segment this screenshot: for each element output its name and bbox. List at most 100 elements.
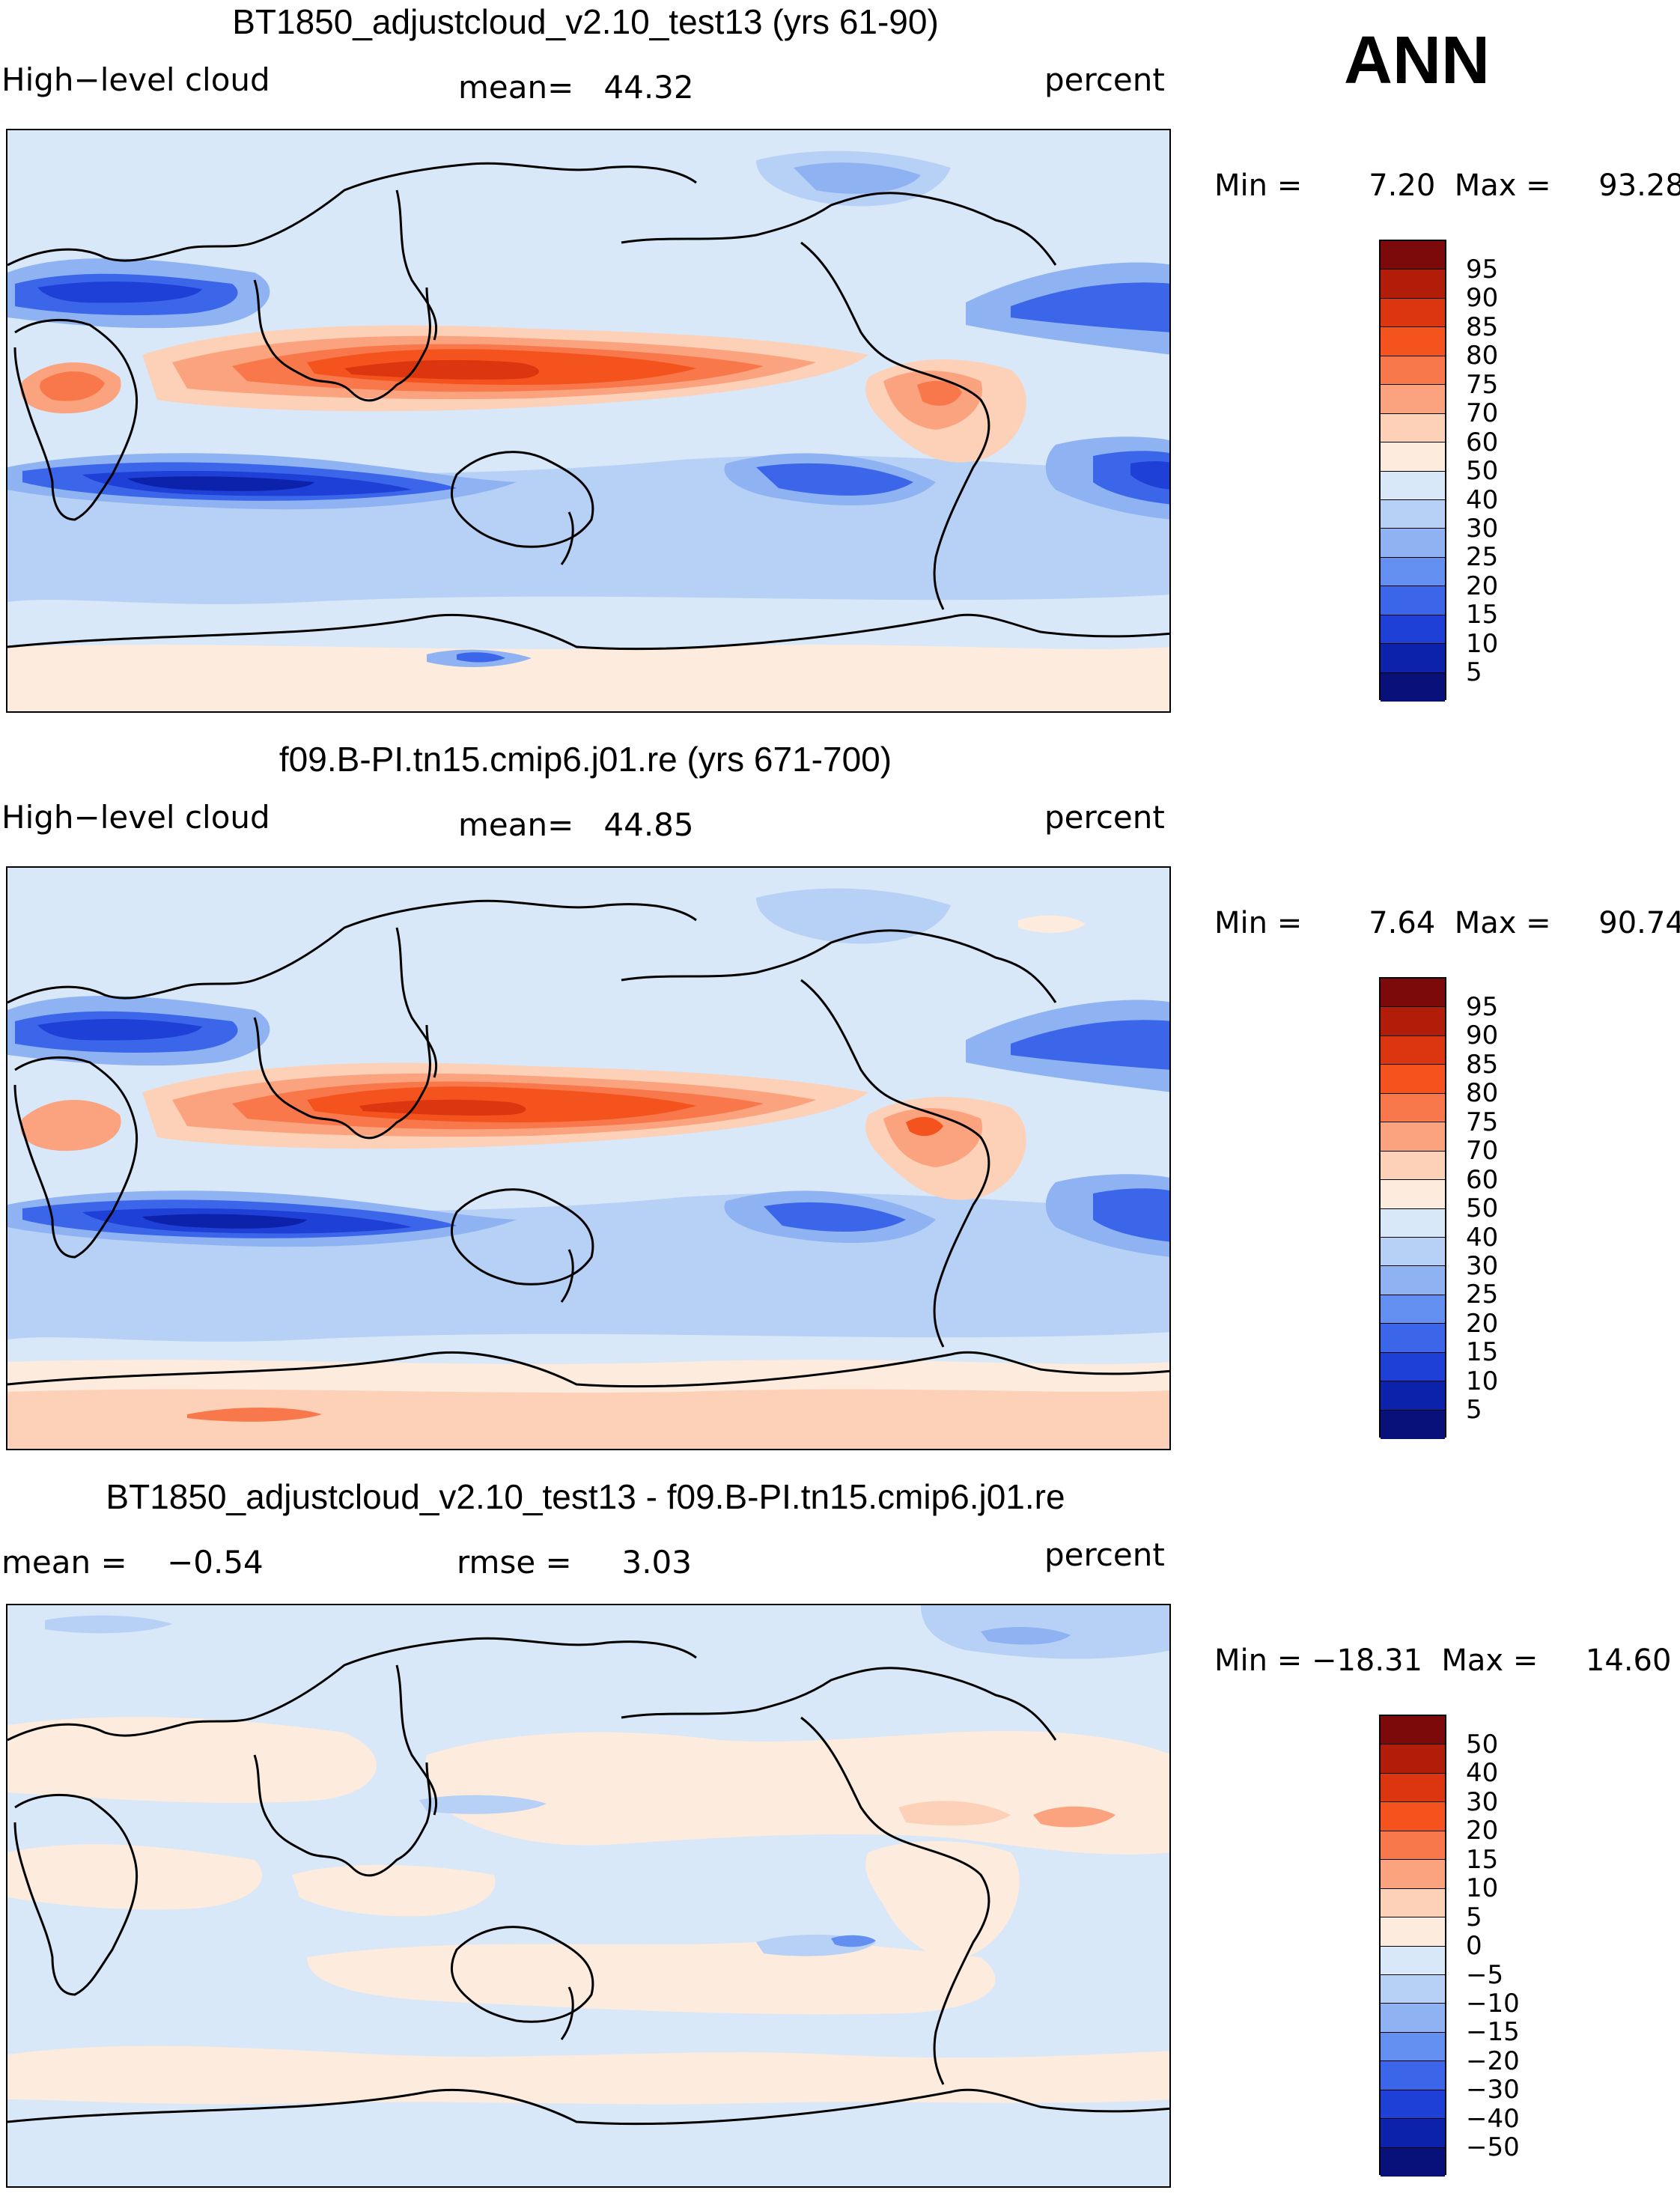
colorbar-swatch <box>1381 2147 1445 2177</box>
colorbar-tick-label: 40 <box>1466 484 1499 515</box>
colorbar-swatch <box>1381 2119 1445 2148</box>
panel2-minmax: Min = 7.64 Max = 90.74 <box>1214 906 1680 940</box>
panel3-max-label: Max = <box>1441 1643 1539 1678</box>
colorbar-tick-label: 85 <box>1466 311 1499 342</box>
panel3-units: percent <box>1044 1536 1165 1573</box>
panel3-min-value: −18.31 <box>1311 1643 1422 1678</box>
panel3-minmax: Min = −18.31 Max = 14.60 <box>1214 1643 1671 1678</box>
colorbar-swatch <box>1381 672 1445 702</box>
colorbar-swatch <box>1381 2090 1445 2120</box>
colorbar-swatch <box>1381 1352 1445 1382</box>
panel3-title: BT1850_adjustcloud_v2.10_test13 - f09.B-… <box>106 1477 1065 1516</box>
panel1-colorbar <box>1379 240 1446 702</box>
colorbar-tick-label: 70 <box>1466 398 1499 429</box>
colorbar-tick-label: 10 <box>1466 1873 1499 1904</box>
colorbar-swatch <box>1381 385 1445 414</box>
colorbar-swatch <box>1381 1180 1445 1209</box>
colorbar-swatch <box>1381 471 1445 500</box>
colorbar-tick-label: −5 <box>1466 1959 1504 1990</box>
colorbar-tick-label: 60 <box>1466 1164 1499 1195</box>
colorbar-tick-label: 40 <box>1466 1222 1499 1253</box>
colorbar-tick-label: −20 <box>1466 2046 1520 2076</box>
panel3-rmse-label: rmse = <box>457 1544 572 1581</box>
panel1-minmax: Min = 7.20 Max = 93.28 <box>1214 168 1680 203</box>
panel1-min-value: 7.20 <box>1369 168 1436 203</box>
panel1-units: percent <box>1044 61 1165 98</box>
panel2-max-value: 90.74 <box>1598 906 1680 940</box>
colorbar-swatch <box>1381 1974 1445 2004</box>
colorbar-tick-label: 60 <box>1466 427 1499 457</box>
panel3-map <box>6 1604 1171 2188</box>
colorbar-swatch <box>1381 298 1445 328</box>
colorbar-swatch <box>1381 413 1445 443</box>
panel2-variable: High−level cloud <box>1 799 270 836</box>
colorbar-swatch <box>1381 2032 1445 2062</box>
colorbar-swatch <box>1381 442 1445 472</box>
colorbar-swatch <box>1381 1151 1445 1181</box>
panel1-map <box>6 129 1171 713</box>
colorbar-tick-label: 95 <box>1466 255 1499 285</box>
colorbar-tick-label: 25 <box>1466 542 1499 573</box>
panel1-variable: High−level cloud <box>1 61 270 98</box>
colorbar-tick-label: 75 <box>1466 1107 1499 1137</box>
colorbar-swatch <box>1381 2061 1445 2090</box>
panel2-max-label: Max = <box>1454 906 1551 940</box>
colorbar-tick-label: 70 <box>1466 1136 1499 1167</box>
colorbar-swatch <box>1381 1065 1445 1094</box>
panel2-min-label: Min = <box>1214 906 1303 940</box>
colorbar-swatch <box>1381 615 1445 645</box>
panel2-mean-value: 44.85 <box>603 806 694 843</box>
colorbar-tick-label: 5 <box>1466 1395 1482 1426</box>
colorbar-swatch <box>1381 1237 1445 1267</box>
colorbar-tick-label: 15 <box>1466 600 1499 630</box>
colorbar-tick-label: 50 <box>1466 456 1499 487</box>
colorbar-swatch <box>1381 1860 1445 1889</box>
panel1-mean-value: 44.32 <box>603 69 694 106</box>
colorbar-tick-label: 10 <box>1466 1366 1499 1396</box>
colorbar-swatch <box>1381 1295 1445 1324</box>
colorbar-tick-label: 5 <box>1466 657 1482 688</box>
panel3-mean-value: −0.54 <box>167 1544 264 1581</box>
colorbar-tick-label: 30 <box>1466 1786 1499 1817</box>
colorbar-swatch <box>1381 1888 1445 1918</box>
colorbar-swatch <box>1381 529 1445 558</box>
colorbar-swatch <box>1381 1773 1445 1803</box>
colorbar-tick-label: 95 <box>1466 992 1499 1022</box>
colorbar-swatch <box>1381 241 1445 270</box>
colorbar-swatch <box>1381 1831 1445 1861</box>
colorbar-tick-label: 80 <box>1466 341 1499 371</box>
panel1-mean-label: mean= <box>458 69 574 106</box>
panel3-rmse: rmse = 3.03 <box>457 1544 692 1581</box>
panel1-max-value: 93.28 <box>1598 168 1680 203</box>
colorbar-swatch <box>1381 1946 1445 1975</box>
colorbar-tick-label: 80 <box>1466 1078 1499 1109</box>
panel3-rmse-value: 3.03 <box>621 1544 692 1581</box>
colorbar-tick-label: 10 <box>1466 628 1499 659</box>
colorbar-swatch <box>1381 1917 1445 1947</box>
colorbar-swatch <box>1381 1208 1445 1238</box>
colorbar-swatch <box>1381 499 1445 529</box>
colorbar-tick-label: 30 <box>1466 1250 1499 1281</box>
colorbar-tick-label: −10 <box>1466 1988 1520 2019</box>
colorbar-swatch <box>1381 2004 1445 2033</box>
colorbar-tick-label: 20 <box>1466 1308 1499 1339</box>
colorbar-swatch <box>1381 1035 1445 1065</box>
colorbar-tick-label: 75 <box>1466 369 1499 400</box>
panel3-mean: mean = −0.54 <box>1 1544 264 1581</box>
colorbar-swatch <box>1381 586 1445 615</box>
colorbar-swatch <box>1381 1324 1445 1353</box>
colorbar-tick-label: 5 <box>1466 1902 1482 1932</box>
colorbar-tick-label: 50 <box>1466 1730 1499 1759</box>
panel2-min-value: 7.64 <box>1369 906 1436 940</box>
panel3-min-label: Min = <box>1214 1643 1303 1678</box>
colorbar-tick-label: 15 <box>1466 1337 1499 1368</box>
panel2-map <box>6 866 1171 1450</box>
colorbar-tick-label: −50 <box>1466 2132 1520 2163</box>
panel1-title: BT1850_adjustcloud_v2.10_test13 (yrs 61-… <box>232 2 939 41</box>
colorbar-swatch <box>1381 327 1445 356</box>
colorbar-tick-label: 20 <box>1466 1816 1499 1846</box>
colorbar-swatch <box>1381 1007 1445 1036</box>
panel1-max-label: Max = <box>1454 168 1551 203</box>
colorbar-swatch <box>1381 356 1445 386</box>
colorbar-swatch <box>1381 979 1445 1008</box>
